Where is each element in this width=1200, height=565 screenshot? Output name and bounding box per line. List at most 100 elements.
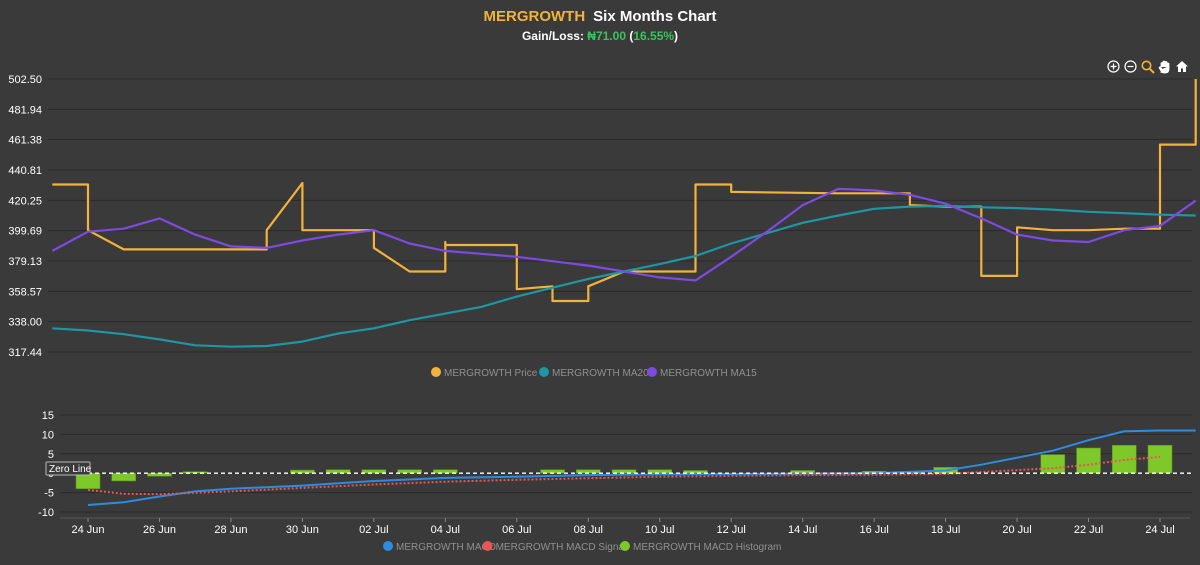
histogram-bar (325, 469, 351, 474)
legend-label: MERGROWTH MACD (396, 542, 496, 553)
macd-y-tick-label: 15 (42, 410, 54, 422)
histogram-bar (1040, 454, 1066, 474)
histogram-bar (790, 470, 815, 474)
histogram-bar (647, 469, 673, 474)
date-x-axis: 24 Jun 26 Jun 28 Jun 30 Jun 02 Jul 04 Jul 06 J… (60, 517, 1190, 536)
symbol-label: MERGROWTH (483, 8, 586, 25)
histogram-bar (1111, 444, 1137, 474)
price-y-tick-label: 502.50 (8, 74, 42, 86)
price-y-axis: 502.50 481.94 461.38 440.81 420.25 399.69 379.… (8, 74, 42, 359)
histogram-bar (861, 470, 887, 474)
macd-y-tick-label: -10 (38, 507, 54, 519)
price-y-tick-label: 317.44 (8, 347, 42, 359)
gain-value: ₦71.00 (587, 29, 626, 43)
legend-marker (482, 541, 493, 551)
zoom-out-icon[interactable] (1123, 59, 1138, 74)
histogram-bar (1147, 444, 1173, 474)
zero-line-label-box (45, 461, 91, 476)
macd-y-tick-label: 10 (42, 429, 54, 441)
price-series (51, 79, 1197, 348)
histogram-bar (540, 469, 565, 474)
price-series-line-2 (51, 187, 1197, 282)
magnifier-icon[interactable] (1140, 59, 1155, 74)
x-tick-label: 16 Jul (859, 524, 888, 536)
legend-marker (647, 367, 657, 377)
macd-y-axis: 15 10 5 0 -5 -10 (38, 410, 54, 519)
x-tick-label: 08 Jul (574, 524, 603, 536)
zoom-in-icon[interactable] (1106, 59, 1121, 74)
histogram-bar (897, 471, 923, 474)
histogram-bar (433, 469, 458, 474)
gain-label: Gain/Loss: (521, 29, 584, 43)
legend-marker (383, 541, 393, 551)
macd-lines (87, 429, 1196, 506)
x-tick-label: 28 Jun (214, 524, 247, 536)
x-tick-label: 20 Jul (1002, 524, 1031, 536)
title-label: Six Months Chart (593, 8, 717, 25)
legend-label: MERGROWTH MACD Signal (496, 542, 627, 553)
histogram-bar (111, 472, 137, 482)
macd-series-line-1 (87, 455, 1161, 496)
x-tick-label: 18 Jul (931, 524, 960, 536)
macd-grid (60, 414, 1192, 513)
macd-series-line-0 (87, 429, 1196, 506)
legend-label: MERGROWTH MA15 (660, 368, 757, 379)
histogram-bar (575, 469, 601, 474)
macd-histogram (75, 444, 1173, 490)
legend-marker (539, 367, 549, 377)
price-y-tick-label: 420.25 (8, 195, 42, 207)
pan-hand-icon[interactable] (1157, 59, 1172, 74)
home-icon[interactable] (1174, 59, 1189, 74)
histogram-bar (611, 469, 637, 474)
x-tick-label: 22 Jul (1074, 524, 1103, 536)
legend-marker (431, 367, 441, 377)
x-tick-label: 24 Jun (71, 524, 104, 536)
x-tick-label: 06 Jul (502, 524, 531, 536)
price-series-line-1 (52, 204, 1196, 348)
legend-marker (620, 541, 630, 551)
macd-legend: MERGROWTH MACD MERGROWTH MACD Signal MERGR… (383, 541, 781, 553)
x-tick-label: 12 Jul (717, 524, 746, 536)
legend-label: MERGROWTH MACD Histogram (633, 542, 781, 553)
x-tick-label: 04 Jul (431, 524, 460, 536)
histogram-bar (75, 472, 101, 490)
price-y-tick-label: 358.57 (8, 286, 42, 298)
histogram-bar (361, 469, 387, 474)
histogram-bar (1076, 447, 1101, 474)
price-legend: MERGROWTH Price MERGROWTH MA200 MERGROWTH … (431, 367, 757, 379)
price-y-tick-label: 399.69 (8, 226, 42, 238)
macd-y-tick-label: 5 (48, 449, 54, 461)
zero-line-label: Zero Line (49, 464, 92, 475)
gain-percent: 16.55% (633, 29, 675, 43)
chart-toolbar (1106, 59, 1189, 74)
price-y-tick-label: 379.13 (8, 256, 42, 268)
histogram-bar (290, 469, 315, 474)
legend-label: MERGROWTH Price (444, 368, 538, 379)
macd-y-tick-label: -5 (44, 488, 54, 500)
x-tick-label: 30 Jun (286, 524, 319, 536)
histogram-bar (397, 469, 422, 474)
price-series-line-0 (52, 79, 1197, 303)
x-tick-label: 24 Jul (1145, 524, 1174, 536)
histogram-bar (933, 467, 958, 474)
price-y-tick-label: 481.94 (8, 104, 42, 116)
zero-line: Zero Line (45, 461, 1192, 476)
histogram-bar (182, 471, 208, 474)
chart-title: MERGROWTH Six Months Chart (0, 8, 1200, 25)
macd-y-tick-label: 0 (48, 468, 54, 480)
price-y-tick-label: 440.81 (8, 165, 42, 177)
gain-open-paren: ( (629, 29, 634, 43)
price-y-tick-label: 461.38 (8, 135, 42, 147)
price-grid (48, 78, 1192, 353)
x-tick-label: 02 Jul (359, 524, 388, 536)
x-tick-label: 14 Jul (788, 524, 817, 536)
x-tick-label: 26 Jun (143, 524, 176, 536)
gain-close-paren: ) (674, 29, 679, 43)
x-tick-label: 10 Jul (645, 524, 674, 536)
histogram-bar (147, 472, 172, 477)
legend-label: MERGROWTH MA200 (552, 368, 655, 379)
histogram-bar (683, 470, 708, 474)
price-y-tick-label: 338.00 (8, 317, 42, 329)
